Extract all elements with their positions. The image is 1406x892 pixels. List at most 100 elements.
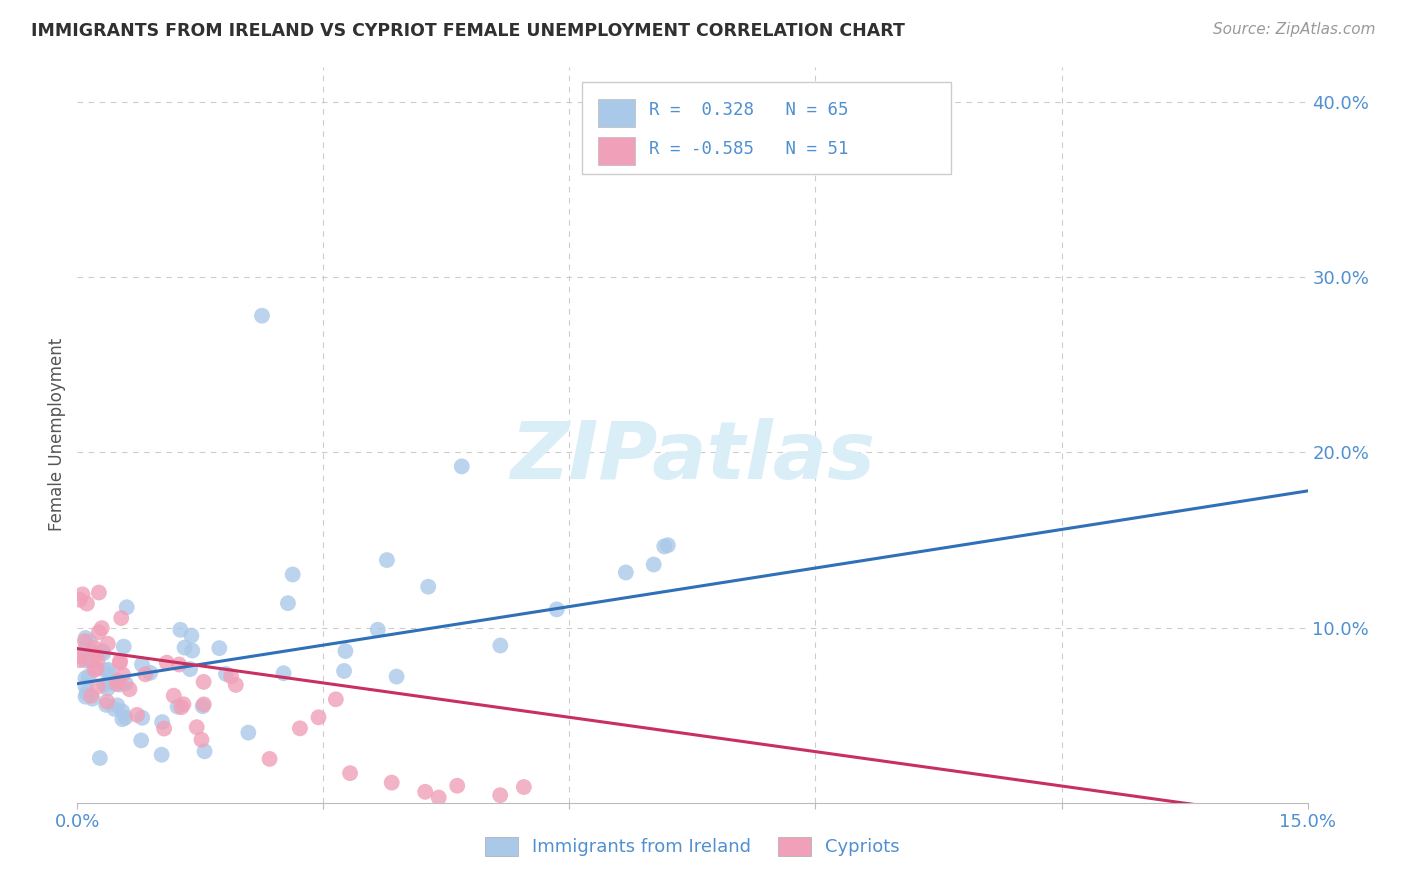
Point	[93, 646, 115, 660]
Point	[125, 707, 148, 722]
Point	[91, 644, 114, 658]
Point	[69, 649, 91, 664]
Point	[652, 540, 675, 554]
Point	[238, 725, 260, 739]
Text: R =  0.328   N = 65: R = 0.328 N = 65	[650, 102, 849, 120]
Point	[367, 623, 389, 637]
Point	[215, 666, 238, 681]
Point	[83, 640, 105, 655]
Point	[84, 647, 107, 661]
Point	[77, 669, 100, 683]
Point	[82, 691, 104, 706]
Text: IMMIGRANTS FROM IRELAND VS CYPRIOT FEMALE UNEMPLOYMENT CORRELATION CHART: IMMIGRANTS FROM IRELAND VS CYPRIOT FEMAL…	[31, 22, 905, 40]
Point	[219, 669, 242, 683]
Point	[513, 780, 536, 794]
Point	[150, 715, 173, 730]
Point	[79, 634, 101, 648]
Point	[87, 680, 110, 694]
Point	[105, 677, 128, 691]
Point	[80, 689, 103, 703]
Point	[69, 653, 91, 667]
Point	[259, 752, 281, 766]
Point	[86, 653, 108, 667]
Point	[94, 698, 117, 712]
Point	[97, 637, 120, 651]
Point	[413, 785, 436, 799]
Point	[75, 680, 97, 694]
Point	[114, 676, 136, 690]
Point	[108, 654, 131, 668]
Point	[94, 664, 117, 678]
Point	[180, 629, 202, 643]
Text: ZIPatlas: ZIPatlas	[510, 418, 875, 496]
Point	[250, 309, 273, 323]
Point	[79, 653, 101, 667]
Point	[75, 640, 97, 655]
Point	[333, 664, 356, 678]
Point	[446, 779, 468, 793]
Point	[134, 667, 156, 681]
Point	[156, 656, 179, 670]
Point	[114, 710, 136, 724]
Point	[86, 661, 108, 675]
Point	[193, 698, 215, 712]
Point	[186, 720, 208, 734]
Point	[173, 640, 195, 655]
Point	[385, 670, 408, 684]
Point	[193, 674, 215, 689]
Point	[167, 657, 190, 672]
Bar	[598, 136, 634, 165]
Point	[208, 641, 231, 656]
Point	[76, 597, 98, 611]
Bar	[598, 98, 634, 127]
Point	[489, 639, 512, 653]
Point	[111, 705, 134, 719]
Point	[75, 631, 97, 645]
Point	[93, 678, 115, 692]
Point	[150, 747, 173, 762]
Point	[87, 585, 110, 599]
Point	[643, 558, 665, 572]
Point	[170, 700, 193, 714]
Point	[82, 654, 104, 668]
Point	[131, 657, 153, 672]
Point	[657, 538, 679, 552]
Point	[335, 644, 357, 658]
Point	[381, 775, 404, 789]
Point	[190, 732, 212, 747]
Point	[325, 692, 347, 706]
Point	[288, 722, 311, 736]
Point	[108, 656, 131, 670]
Point	[427, 790, 450, 805]
Point	[172, 698, 194, 712]
Point	[101, 676, 124, 690]
Point	[69, 592, 91, 607]
Point	[111, 667, 134, 681]
Point	[129, 733, 152, 747]
Point	[614, 566, 637, 580]
Point	[118, 682, 141, 697]
Point	[96, 695, 118, 709]
Text: Source: ZipAtlas.com: Source: ZipAtlas.com	[1212, 22, 1375, 37]
Point	[75, 671, 97, 685]
Point	[97, 681, 120, 696]
Point	[103, 702, 125, 716]
Point	[98, 668, 121, 682]
Point	[546, 602, 568, 616]
Point	[179, 662, 201, 676]
Point	[75, 653, 97, 667]
Text: R = -0.585   N = 51: R = -0.585 N = 51	[650, 140, 849, 158]
Point	[111, 712, 134, 726]
Point	[163, 689, 186, 703]
Point	[131, 711, 153, 725]
Point	[191, 699, 214, 714]
Y-axis label: Female Unemployment: Female Unemployment	[48, 338, 66, 532]
Point	[83, 663, 105, 677]
Point	[105, 698, 128, 713]
Point	[375, 553, 398, 567]
Legend: Immigrants from Ireland, Cypriots: Immigrants from Ireland, Cypriots	[478, 830, 907, 863]
Point	[90, 621, 112, 635]
Point	[107, 673, 129, 688]
Point	[89, 751, 111, 765]
Point	[193, 744, 215, 758]
